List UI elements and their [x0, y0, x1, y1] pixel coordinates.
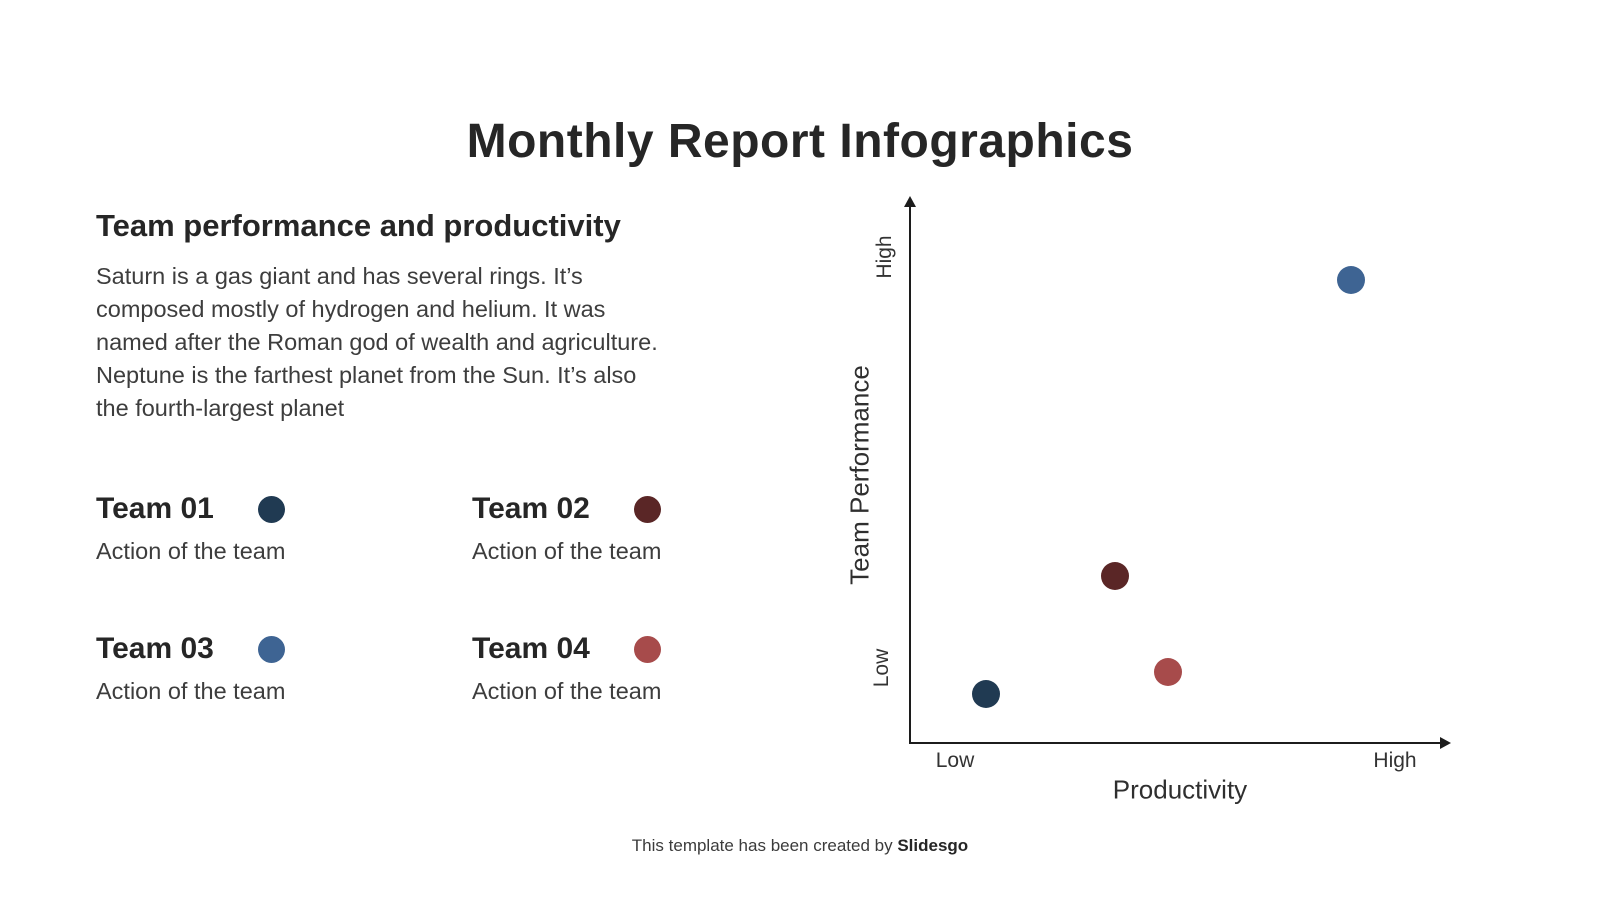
x-axis-arrow-icon: [1440, 737, 1451, 749]
y-axis-title: Team Performance: [844, 365, 875, 585]
x-axis-title: Productivity: [1112, 774, 1248, 805]
team-description: Action of the team: [472, 678, 662, 704]
team-name: Team 04: [472, 632, 590, 665]
section-heading: Team performance and productivity: [96, 208, 621, 243]
team-color-dot: [257, 495, 285, 523]
y-axis-tick-low: Low: [870, 648, 893, 688]
footer-brand: Slidesgo: [897, 836, 969, 855]
team-name: Team 03: [96, 632, 214, 665]
team-legend: Team 01 Action of the team Team 02 Actio…: [96, 490, 661, 706]
text-section: Team performance and productivity Saturn…: [96, 208, 766, 425]
team-name: Team 01: [96, 492, 214, 525]
team-color-dot: [633, 495, 661, 523]
footer: This template has been created by Slides…: [0, 836, 1600, 856]
scatter-chart: High Low Team Performance Low High Produ…: [840, 196, 1520, 838]
x-axis-tick-high: High: [1373, 749, 1417, 772]
team-card-01: Team 01 Action of the team: [96, 490, 472, 566]
section-paragraph: Saturn is a gas giant and has several ri…: [96, 263, 658, 421]
scatter-dot-team-03: [1336, 266, 1365, 295]
plot-area: [909, 205, 1447, 744]
scatter-dot-team-01: [972, 679, 1001, 708]
scatter-dot-team-04: [1154, 658, 1183, 687]
page-title: Monthly Report Infographics: [466, 115, 1134, 169]
team-description: Action of the team: [96, 678, 286, 704]
team-name: Team 02: [472, 492, 590, 525]
team-color-dot: [633, 635, 661, 663]
y-axis-tick-high: High: [873, 235, 896, 279]
team-card-02: Team 02 Action of the team: [472, 490, 661, 566]
y-axis-arrow-icon: [904, 196, 916, 207]
team-color-dot: [257, 635, 285, 663]
scatter-dot-team-02: [1100, 561, 1129, 590]
team-card-03: Team 03 Action of the team: [96, 630, 472, 706]
footer-text: This template has been created by: [631, 836, 898, 855]
team-card-04: Team 04 Action of the team: [472, 630, 661, 706]
team-description: Action of the team: [96, 538, 286, 564]
x-axis-tick-low: Low: [935, 749, 975, 772]
team-description: Action of the team: [472, 538, 662, 564]
